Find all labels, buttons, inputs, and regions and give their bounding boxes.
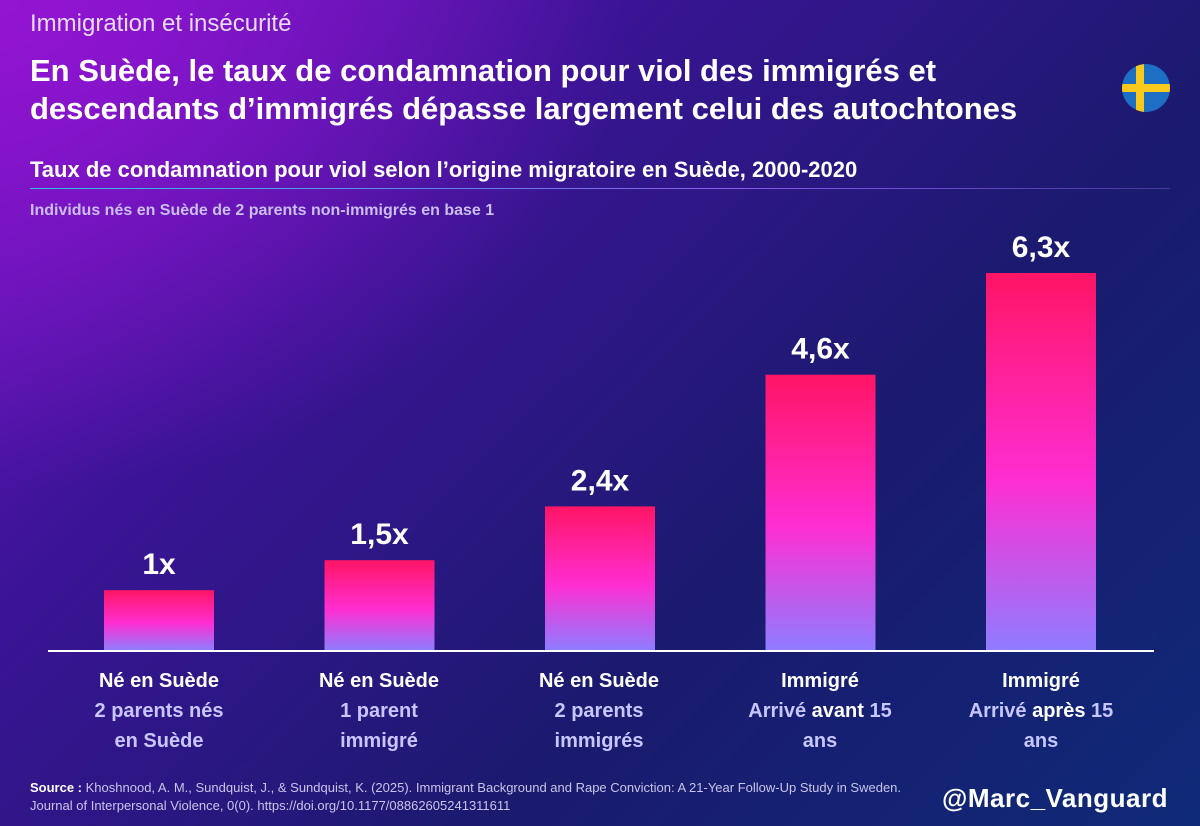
category-label-5-line1: Immigré <box>1002 670 1080 692</box>
category-label-3: Né en Suède 2 parents immigrés <box>499 666 699 756</box>
category-label-3-line1: Né en Suède <box>538 670 660 692</box>
category-label-2: Né en Suède 1 parent immigré <box>279 666 479 756</box>
category-label-4-line2: Arrivé avant 15 ans <box>733 696 908 756</box>
category-label-1: Né en Suède 2 parents nés en Suède <box>59 666 259 756</box>
category-label-5-line2: Arrivé après 15 ans <box>954 696 1129 756</box>
bar-5 <box>986 273 1096 650</box>
source-citation: Source : Khoshnood, A. M., Sundquist, J.… <box>30 779 910 815</box>
category-label-4-pre: Arrivé <box>748 700 812 722</box>
kicker-category: Immigration et insécurité <box>30 10 292 37</box>
sweden-flag-icon <box>1122 64 1170 112</box>
category-label-1-line2: 2 parents nés en Suède <box>94 700 224 752</box>
category-label-1-line1: Né en Suède <box>98 670 220 692</box>
data-label-4: 4,6x <box>791 333 850 366</box>
data-label-3: 2,4x <box>571 464 630 497</box>
category-label-4-line1: Immigré <box>781 670 859 692</box>
source-label: Source : <box>30 780 83 795</box>
category-label-5-post: 15 ans <box>1023 700 1114 752</box>
bar-4 <box>765 374 876 650</box>
author-handle: @Marc_Vanguard <box>942 783 1168 813</box>
bar-3 <box>545 506 655 650</box>
data-label-5: 6,3x <box>1012 231 1071 264</box>
chart-title: Taux de condamnation pour viol selon l’o… <box>30 157 858 182</box>
category-label-5-emphasis: après <box>1032 700 1086 722</box>
title-divider <box>30 188 1170 189</box>
category-label-5: Immigré Arrivé après 15 ans <box>941 666 1141 756</box>
category-label-3-line2: 2 parents immigrés <box>554 700 644 752</box>
bar-2 <box>324 560 435 650</box>
category-label-5-pre: Arrivé <box>968 700 1033 722</box>
category-label-4-post: 15 ans <box>802 700 892 752</box>
chart-subtitle: Individus nés en Suède de 2 parents non-… <box>30 202 495 219</box>
x-axis-line <box>48 650 1154 652</box>
category-label-2-line2: 1 parent immigré <box>340 700 418 752</box>
source-text: Khoshnood, A. M., Sundquist, J., & Sundq… <box>30 780 902 813</box>
category-label-4-emphasis: avant <box>811 700 864 722</box>
data-label-1: 1x <box>142 548 176 581</box>
data-label-2: 1,5x <box>350 518 409 551</box>
chart-headline: En Suède, le taux de condamnation pour v… <box>30 53 1018 126</box>
bar-1 <box>104 590 214 650</box>
category-label-4: Immigré Arrivé avant 15 ans <box>720 666 920 756</box>
category-label-2-line1: Né en Suède <box>318 670 440 692</box>
